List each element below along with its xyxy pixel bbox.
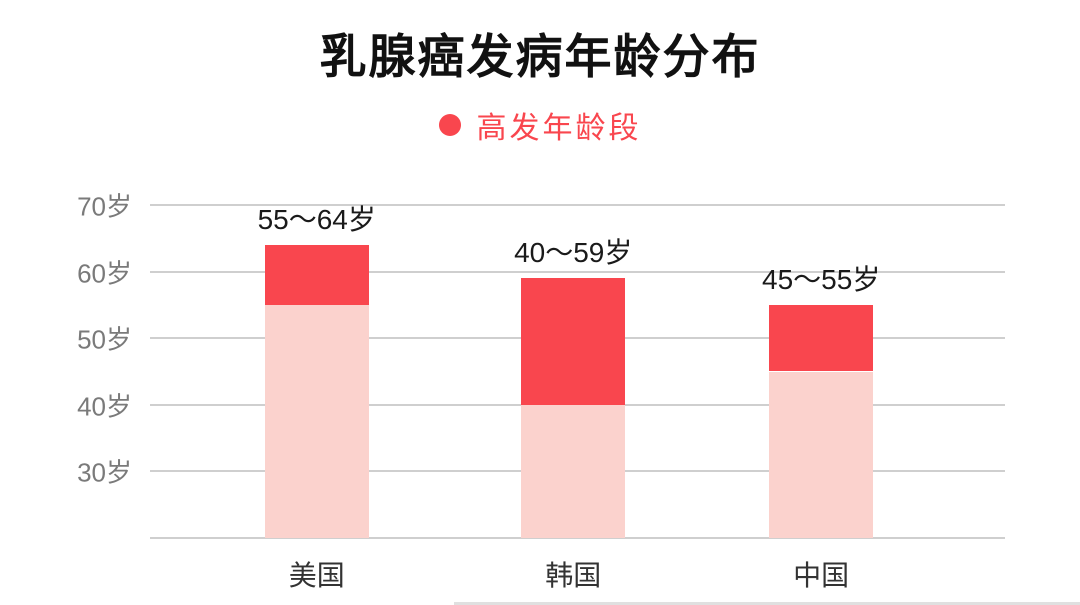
chart-title: 乳腺癌发病年龄分布 xyxy=(319,30,761,83)
bar-category-label-china: 中国 xyxy=(793,560,850,591)
bar-base-segment-usa xyxy=(264,304,369,538)
chart-plot: 55～64岁 美国 40～59岁 韩国 45～55岁 中国 70岁 60岁 50岁 4… xyxy=(77,192,1005,591)
y-axis-tick-label: 50岁 xyxy=(77,324,132,355)
bar-group-usa: 55～64岁 美国 xyxy=(258,204,376,591)
legend-label: 高发年龄段 xyxy=(476,112,642,145)
gridline xyxy=(150,270,1005,273)
bar-high-segment-korea xyxy=(521,278,626,405)
y-axis-tick-label: 70岁 xyxy=(77,191,132,222)
bar-category-label-korea: 韩国 xyxy=(545,560,602,591)
bar-range-label-china: 45～55岁 xyxy=(762,263,881,295)
bar-group-korea: 40～59岁 韩国 xyxy=(514,205,632,591)
y-axis-tick-label: 40岁 xyxy=(77,391,132,422)
gridline xyxy=(150,537,1005,539)
bar-category-label-usa: 美国 xyxy=(288,560,345,591)
bar-base-segment-china xyxy=(769,371,874,538)
legend: 高发年龄段 xyxy=(0,103,1080,147)
y-axis-tick-label: 30岁 xyxy=(77,457,132,488)
bar-range-label-korea: 40～59岁 xyxy=(514,237,633,269)
bottom-divider xyxy=(453,602,1080,605)
y-axis-tick-label: 60岁 xyxy=(77,258,132,289)
bar-group-china: 45～55岁 中国 xyxy=(762,205,880,591)
bar-range-label-usa: 55～64岁 xyxy=(257,203,376,235)
legend-dot-icon xyxy=(438,114,461,136)
bar-base-segment-korea xyxy=(521,404,626,538)
bar-high-segment-china xyxy=(769,304,874,372)
bar-high-segment-usa xyxy=(264,244,369,305)
gridline xyxy=(150,204,1005,206)
